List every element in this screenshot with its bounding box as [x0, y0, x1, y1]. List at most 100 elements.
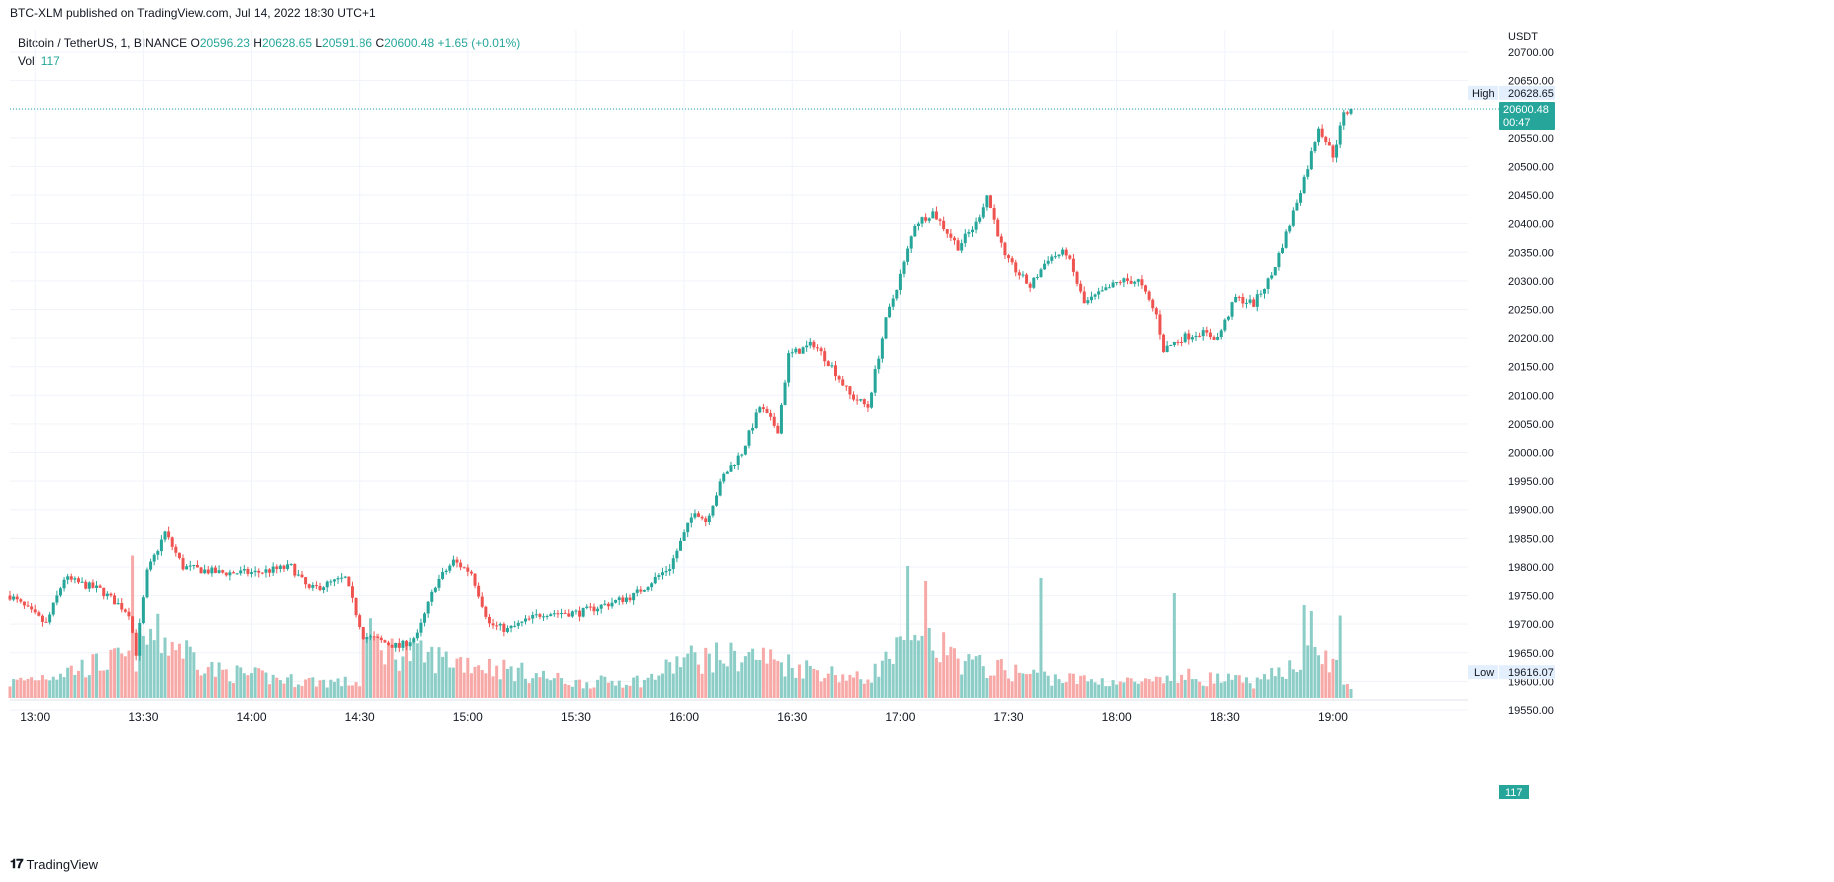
tradingview-logo[interactable]: 𝟏𝟕 TradingView — [10, 856, 98, 872]
price-tick-label: 20050.00 — [1508, 419, 1554, 431]
volume-bar — [1201, 685, 1205, 698]
high-marker-value-box — [1499, 85, 1555, 100]
candle-body — [387, 642, 391, 645]
volume-bar — [538, 677, 542, 698]
candle-body — [906, 248, 910, 262]
volume-bar — [1162, 683, 1166, 698]
symbol-label[interactable]: Bitcoin / TetherUS, 1, BINANCE — [18, 36, 188, 50]
candle-body — [1259, 293, 1263, 295]
price-tick-label: 20300.00 — [1508, 276, 1554, 288]
volume-bar — [1068, 673, 1072, 698]
volume-bar — [848, 674, 852, 698]
volume-bar — [916, 640, 920, 698]
volume-bar — [1104, 686, 1108, 698]
volume-bar — [1093, 682, 1097, 698]
candle-body — [113, 595, 117, 605]
time-axis[interactable]: 13:00 13:30 14:00 14:30 15:00 15:30 16:00 16:30… — [20, 710, 1348, 724]
candle-body — [423, 613, 427, 623]
volume-bar — [837, 682, 841, 698]
candle-body — [1075, 271, 1079, 284]
volume-bar — [1147, 679, 1151, 698]
candle-body — [329, 581, 333, 583]
volume-bar — [1327, 672, 1331, 698]
candle-body — [278, 565, 282, 569]
candle-body — [963, 233, 967, 244]
volume-bar — [159, 653, 163, 698]
volume-bar — [1118, 681, 1122, 698]
volume-bar — [761, 647, 765, 698]
candle-body — [870, 392, 874, 408]
candle-body — [660, 572, 664, 576]
volume-bar — [361, 630, 365, 698]
candle-body — [188, 565, 192, 567]
candle-body — [268, 569, 272, 573]
volume-bar — [1306, 645, 1310, 698]
candle-body — [203, 569, 207, 574]
price-axis[interactable]: 20700.0020650.0020600.0020550.0020500.00… — [1508, 31, 1554, 717]
candle-body — [430, 591, 434, 602]
volume-bar — [314, 686, 318, 698]
volume-bar — [754, 659, 758, 698]
candle-body — [1219, 330, 1223, 338]
volume-bar — [311, 677, 315, 698]
candle-body — [311, 585, 315, 588]
candle-body — [1111, 282, 1115, 288]
volume-bar — [1342, 684, 1346, 698]
candle-body — [368, 636, 372, 638]
volume-bar — [487, 658, 491, 698]
candle-body — [743, 445, 747, 455]
volume-bar — [1205, 686, 1209, 698]
volume-bar — [844, 680, 848, 698]
candle-body — [852, 394, 856, 400]
candle-body — [217, 570, 221, 573]
volume-bar — [477, 665, 481, 698]
volume-bar — [660, 673, 664, 698]
candle-body — [1154, 308, 1158, 315]
candle-body — [653, 576, 657, 584]
volume-bar — [596, 679, 600, 698]
volume-bar — [949, 646, 953, 698]
volume-bar — [563, 683, 567, 698]
volume-bar — [462, 672, 466, 698]
candle-body — [970, 229, 974, 233]
volume-bar — [808, 665, 812, 698]
candle-body — [58, 588, 62, 596]
volume-bar — [747, 651, 751, 698]
candle-body — [913, 225, 917, 237]
candle-body — [610, 602, 614, 607]
volume-bar — [877, 676, 881, 698]
volume-bar — [491, 676, 495, 698]
candle-body — [451, 559, 455, 566]
volume-bar — [963, 661, 967, 698]
volume-bar — [62, 677, 66, 698]
candle-body — [949, 233, 953, 238]
volume-bar — [1309, 611, 1313, 698]
candle-body — [974, 221, 978, 230]
candle-body — [412, 638, 416, 643]
price-tick-label: 19550.00 — [1508, 705, 1554, 717]
candle-body — [1126, 278, 1129, 281]
currency-label: USDT — [1508, 31, 1538, 43]
volume-bar — [567, 685, 571, 698]
candle-body — [141, 597, 145, 624]
candle-body — [1014, 262, 1018, 273]
price-tick-label: 19700.00 — [1508, 619, 1554, 631]
candle-body — [978, 217, 982, 222]
candle-body — [715, 495, 719, 506]
volume-bar — [888, 658, 892, 698]
price-tick-label: 20650.00 — [1508, 76, 1554, 88]
volume-bar — [1140, 681, 1144, 698]
candle-body — [469, 571, 473, 574]
candle-body — [646, 587, 650, 591]
candle-body — [523, 618, 527, 622]
volume-bar — [437, 647, 441, 698]
volume-bar — [444, 651, 448, 698]
volume-bar — [329, 679, 333, 698]
volume-bar — [1262, 674, 1266, 698]
volume-bar — [1270, 667, 1274, 698]
volume-bar — [1234, 675, 1238, 698]
candle-body — [956, 240, 960, 251]
candle-body — [170, 537, 174, 547]
candle-body — [250, 572, 254, 574]
